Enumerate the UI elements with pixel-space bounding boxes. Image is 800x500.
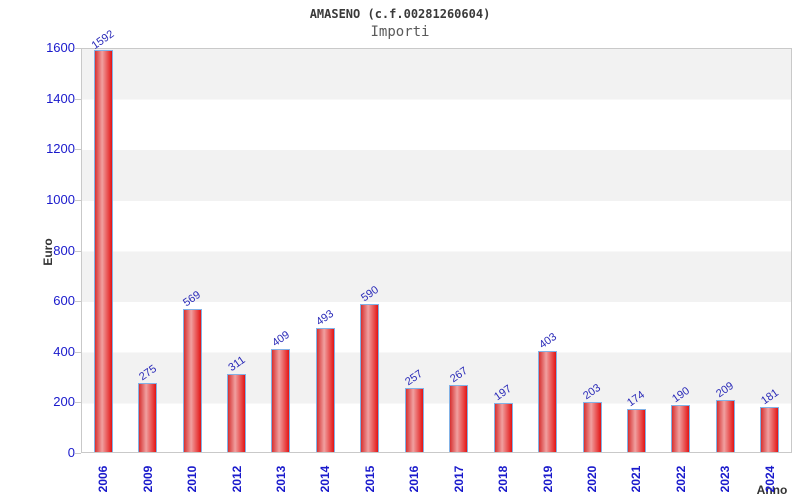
bar [538, 350, 558, 452]
y-tick-mark [75, 48, 81, 49]
x-tick-label: 2024 [762, 465, 777, 493]
y-tick-mark [75, 402, 81, 404]
x-tick-label: 2018 [496, 465, 511, 493]
x-tick-label: 2023 [718, 465, 733, 493]
bar [760, 407, 780, 452]
y-tick-mark [75, 301, 81, 303]
y-tick-mark [75, 351, 81, 353]
bar [360, 303, 380, 452]
x-tick-label: 2016 [407, 465, 422, 493]
x-tick-label: 2022 [673, 465, 688, 493]
bar [493, 403, 513, 452]
x-tick-label: 2020 [585, 465, 600, 493]
x-tick-label: 2014 [318, 465, 333, 493]
bar [626, 408, 646, 452]
chart-subtitle: Importi [370, 24, 430, 40]
y-tick-label: 800 [53, 242, 75, 258]
y-tick-label: 400 [53, 343, 75, 359]
x-tick-label: 2009 [140, 465, 155, 493]
x-tick-label: 2017 [451, 465, 466, 493]
bar [182, 308, 202, 452]
y-tick-label: 200 [53, 394, 75, 410]
y-tick-label: 1400 [46, 90, 75, 106]
bar [671, 404, 691, 452]
y-tick-mark [75, 149, 81, 151]
bar [227, 374, 247, 452]
bar [271, 349, 291, 452]
bar [315, 328, 335, 452]
chart-title: AMASENO (c.f.00281260604) [309, 7, 491, 21]
y-tick-label: 600 [53, 293, 75, 309]
y-tick-label: 1600 [46, 40, 75, 55]
bar [93, 50, 113, 452]
bar [715, 400, 735, 452]
x-tick-label: 2010 [185, 465, 200, 493]
bar [138, 383, 158, 452]
y-tick-mark [75, 199, 81, 201]
y-tick-mark [75, 98, 81, 100]
x-axis-title: Anno [756, 483, 788, 497]
x-tick-label: 2006 [96, 465, 111, 493]
x-tick-label: 2013 [273, 465, 288, 493]
x-tick-label: 2021 [629, 465, 644, 493]
y-tick-label: 1200 [46, 141, 75, 157]
y-tick-mark [75, 250, 81, 252]
x-tick-label: 2019 [540, 465, 555, 493]
y-tick-label: 1000 [46, 191, 75, 207]
x-tick-label: 2015 [362, 465, 377, 493]
x-tick-label: 2012 [229, 465, 244, 493]
y-tick-label: 0 [67, 445, 75, 460]
bar [582, 401, 602, 452]
y-tick-mark [75, 453, 81, 454]
bar [404, 387, 424, 452]
bar [449, 385, 469, 452]
